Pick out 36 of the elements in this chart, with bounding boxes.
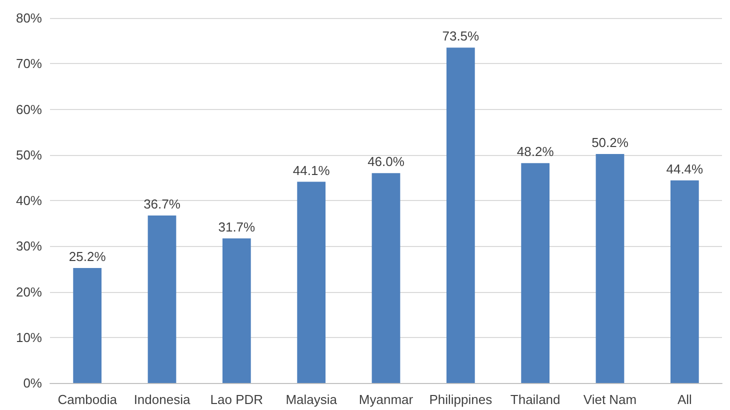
bar bbox=[73, 268, 102, 383]
data-label: 44.4% bbox=[666, 161, 704, 176]
data-label: 44.1% bbox=[292, 162, 330, 178]
x-tick-label: Philippines bbox=[429, 392, 493, 407]
y-tick-label: 30% bbox=[16, 238, 42, 254]
x-tick-label: Myanmar bbox=[358, 392, 414, 407]
x-tick-label: Cambodia bbox=[58, 392, 118, 407]
data-label: 50.2% bbox=[592, 134, 629, 150]
bar bbox=[446, 48, 475, 383]
data-label: 73.5% bbox=[442, 28, 480, 44]
data-label: 25.2% bbox=[68, 249, 106, 264]
data-label: 36.7% bbox=[144, 196, 181, 212]
data-label: 48.2% bbox=[516, 144, 554, 160]
x-tick-label: All bbox=[677, 392, 692, 407]
x-tick-label: Thailand bbox=[510, 392, 560, 407]
y-tick-label: 10% bbox=[16, 330, 42, 345]
bar bbox=[297, 182, 326, 383]
bar bbox=[222, 238, 251, 383]
bar bbox=[670, 180, 699, 383]
y-tick-label: 40% bbox=[16, 193, 42, 208]
y-tick-label: 70% bbox=[16, 56, 42, 72]
x-tick-label: Lao PDR bbox=[210, 392, 264, 407]
y-tick-label: 80% bbox=[16, 10, 42, 26]
x-tick-label: Indonesia bbox=[134, 392, 191, 407]
x-tick-label: Viet Nam bbox=[583, 392, 637, 407]
bar bbox=[148, 216, 176, 383]
x-tick-label: Malaysia bbox=[286, 392, 338, 407]
bar bbox=[596, 154, 624, 383]
bar bbox=[372, 173, 400, 383]
bar bbox=[521, 163, 550, 383]
y-tick-label: 60% bbox=[16, 102, 42, 117]
data-label: 46.0% bbox=[368, 154, 405, 170]
data-label: 31.7% bbox=[218, 219, 256, 234]
y-tick-label: 0% bbox=[23, 376, 42, 390]
y-tick-label: 20% bbox=[16, 284, 42, 300]
y-tick-label: 50% bbox=[16, 147, 42, 162]
